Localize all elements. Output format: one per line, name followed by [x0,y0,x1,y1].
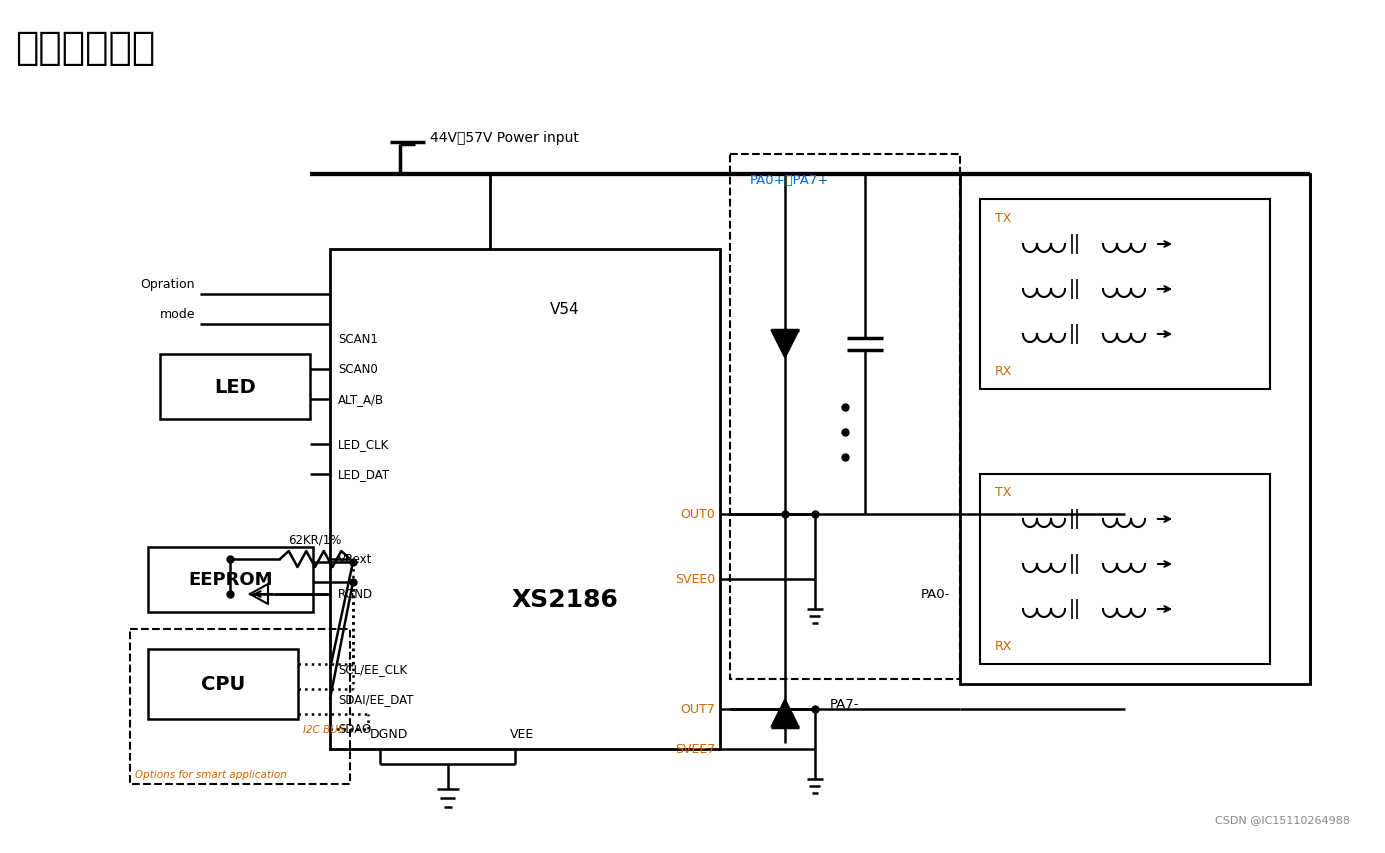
Polygon shape [251,584,269,604]
Bar [161,355,310,420]
Text: PA0-: PA0- [921,588,950,601]
Text: CPU: CPU [201,675,245,693]
Text: OUT0: OUT0 [680,508,715,521]
Text: RGND: RGND [338,588,373,601]
Bar [148,649,298,719]
Text: SDAI/EE_DAT: SDAI/EE_DAT [338,693,414,705]
Text: RX: RX [994,640,1012,653]
Text: SCAN0: SCAN0 [338,363,378,376]
Text: SCL/EE_CLK: SCL/EE_CLK [338,663,407,676]
Text: I2C BUS: I2C BUS [303,724,345,734]
Bar [148,548,313,612]
Text: PA7-: PA7- [830,698,860,711]
Text: 62KR/1%: 62KR/1% [288,533,342,546]
Text: XS2186: XS2186 [511,588,619,612]
Text: CSDN @IC15110264988: CSDN @IC15110264988 [1215,814,1350,824]
Polygon shape [771,699,799,727]
Text: SCAN1: SCAN1 [338,334,378,346]
Text: RX: RX [994,365,1012,378]
Bar [960,175,1310,684]
Text: TX: TX [994,212,1011,224]
Bar [981,474,1270,664]
Text: mode: mode [159,308,195,321]
Text: EEPROM: EEPROM [188,571,273,589]
Text: DGND: DGND [370,728,409,740]
Text: ALT_A/B: ALT_A/B [338,393,384,406]
Text: PA0+～PA7+: PA0+～PA7+ [751,173,830,186]
Text: LED_CLK: LED_CLK [338,438,389,451]
Bar [730,154,960,679]
Polygon shape [251,584,269,604]
Text: SVEE7: SVEE7 [674,743,715,756]
Text: 44V～57V Power input: 44V～57V Power input [429,131,579,145]
Text: VRext: VRext [338,553,373,566]
Polygon shape [771,331,799,358]
Text: Options for smart application: Options for smart application [134,769,287,779]
Text: OUT7: OUT7 [680,703,715,716]
Text: LED: LED [215,378,256,397]
Text: 典型应用电路: 典型应用电路 [15,29,155,67]
Text: TX: TX [994,486,1011,499]
Text: Opration: Opration [140,278,195,291]
Text: VEE: VEE [510,728,535,740]
Bar [981,200,1270,390]
Text: SDAO: SDAO [338,722,371,735]
Bar [330,250,720,749]
Text: V54: V54 [550,302,580,317]
Text: SVEE0: SVEE0 [674,573,715,586]
Text: LED_DAT: LED_DAT [338,468,391,481]
Bar [130,630,350,784]
